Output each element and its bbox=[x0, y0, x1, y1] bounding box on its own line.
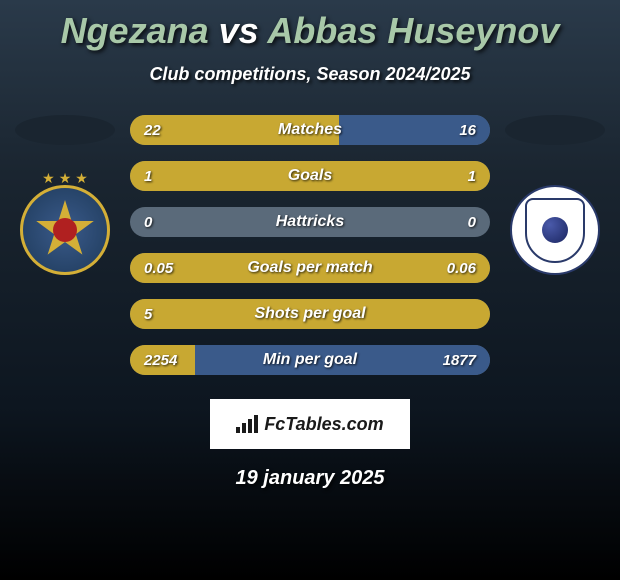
stats-container: 22Matches16 1Goals1 0Hattricks0 0.05Goals p… bbox=[120, 115, 500, 391]
content-area: ★★★ 22Matches16 1Goals1 0Hattricks0 0.05Goa… bbox=[0, 115, 620, 391]
stat-label: Hattricks bbox=[130, 213, 490, 231]
stat-value-right: 16 bbox=[459, 122, 476, 139]
crest-stars-icon: ★★★ bbox=[42, 170, 88, 187]
left-ellipse-shadow bbox=[15, 115, 115, 145]
stat-value-right: 1877 bbox=[443, 352, 476, 369]
right-side bbox=[500, 115, 610, 391]
attribution-badge: FcTables.com bbox=[210, 399, 410, 449]
date-label: 19 january 2025 bbox=[0, 467, 620, 490]
right-ellipse-shadow bbox=[505, 115, 605, 145]
stat-label: Shots per goal bbox=[130, 305, 490, 323]
stat-value-right: 0 bbox=[468, 214, 476, 231]
left-team-crest: ★★★ bbox=[20, 185, 110, 275]
player-left-name: Ngezana bbox=[61, 10, 209, 51]
stat-label: Goals per match bbox=[130, 259, 490, 277]
stat-row: 0.05Goals per match0.06 bbox=[130, 253, 490, 283]
vs-label: vs bbox=[219, 10, 259, 51]
crest-center-icon bbox=[53, 218, 77, 242]
stat-row: 1Goals1 bbox=[130, 161, 490, 191]
attribution-text: FcTables.com bbox=[264, 414, 383, 435]
stat-value-right: 1 bbox=[468, 168, 476, 185]
right-team-crest bbox=[510, 185, 600, 275]
stat-row: 5Shots per goal bbox=[130, 299, 490, 329]
player-right-name: Abbas Huseynov bbox=[267, 10, 559, 51]
crest-shield-icon bbox=[525, 198, 585, 263]
stat-row: 0Hattricks0 bbox=[130, 207, 490, 237]
chart-icon bbox=[236, 415, 258, 433]
left-side: ★★★ bbox=[10, 115, 120, 391]
crest-ball-icon bbox=[542, 217, 568, 243]
subtitle: Club competitions, Season 2024/2025 bbox=[0, 64, 620, 85]
stat-label: Matches bbox=[130, 121, 490, 139]
comparison-title: Ngezana vs Abbas Huseynov bbox=[0, 0, 620, 52]
stat-label: Goals bbox=[130, 167, 490, 185]
stat-row: 22Matches16 bbox=[130, 115, 490, 145]
stat-value-right: 0.06 bbox=[447, 260, 476, 277]
stat-label: Min per goal bbox=[130, 351, 490, 369]
stat-row: 2254Min per goal1877 bbox=[130, 345, 490, 375]
